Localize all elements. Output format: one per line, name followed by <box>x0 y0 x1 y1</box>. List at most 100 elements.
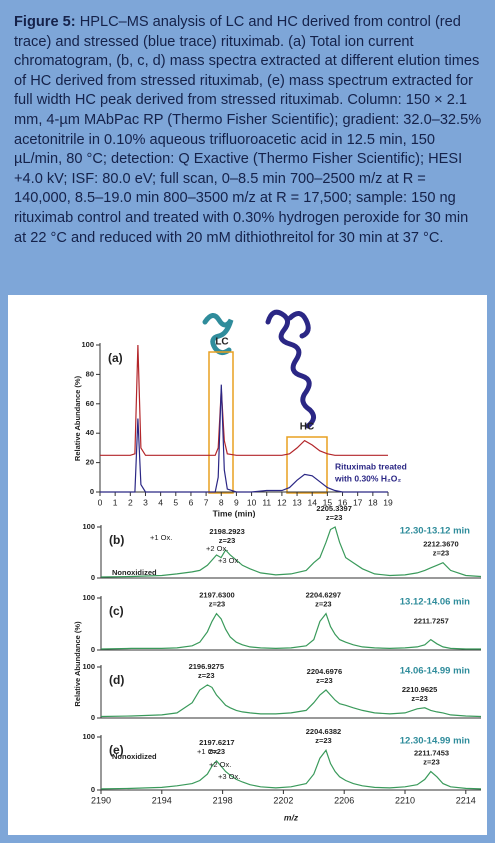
annotation: +3 Ox. <box>218 556 240 565</box>
y-tick-label: 0 <box>90 487 94 496</box>
annotation: HC <box>300 422 314 433</box>
peak-charge: z=23 <box>326 513 342 522</box>
peak-mz: 2198.2923 <box>209 527 244 536</box>
x-tick-label: 18 <box>368 497 378 507</box>
annotation: +2 Ox. <box>209 760 231 769</box>
x-tick-label: 11 <box>262 497 271 507</box>
trace <box>100 384 388 493</box>
peak-charge: z=23 <box>411 694 427 703</box>
lc-illustration <box>202 313 234 356</box>
peak-mz: 2196.9275 <box>189 662 224 671</box>
caption-label: Figure 5: <box>14 14 76 30</box>
annotation: Nonoxidized <box>112 752 157 761</box>
peak-mz: 2204.6297 <box>306 591 341 600</box>
peak-mz: 2211.7453 <box>414 748 449 757</box>
peak-charge: z=23 <box>219 536 235 545</box>
x-tick-label: 10 <box>247 497 257 507</box>
peak-mz: 2197.6217 <box>199 738 234 747</box>
peak-mz: 2197.6300 <box>199 591 234 600</box>
peak-charge: z=23 <box>198 671 214 680</box>
x-tick-label: 0 <box>98 497 103 507</box>
peak-charge: z=23 <box>315 600 331 609</box>
peak-charge: z=23 <box>316 676 332 685</box>
x-tick-label: 1 <box>113 497 118 507</box>
hc-illustration <box>265 309 316 429</box>
y-tick-label: 0 <box>91 785 95 794</box>
caption-text: HPLC–MS analysis of LC and HC derived fr… <box>14 14 482 246</box>
caption: Figure 5: HPLC–MS analysis of LC and HC … <box>14 13 484 248</box>
peak-charge: z=23 <box>433 549 449 558</box>
x-tick-label: 2 <box>128 497 133 507</box>
x-tick-label: 9 <box>234 497 239 507</box>
trace <box>100 344 388 456</box>
x-tick-label: 14 <box>307 497 317 507</box>
peak-mz: 2212.3670 <box>423 540 458 549</box>
time-range: 13.12-14.06 min <box>400 597 470 608</box>
x-tick-label: 2202 <box>273 795 293 805</box>
peak-mz: 2204.6382 <box>306 727 341 736</box>
trace <box>100 526 482 578</box>
x-tick-label: 19 <box>383 497 393 507</box>
time-range: 12.30-13.12 min <box>400 526 470 537</box>
x-tick-label: 2206 <box>334 795 354 805</box>
x-tick-label: 4 <box>158 497 163 507</box>
annotation: +2 Ox. <box>206 544 228 553</box>
trace <box>100 684 482 718</box>
y-axis-label: Relative Abundance (%) <box>73 621 82 707</box>
x-axis-label: Time (min) <box>213 508 256 518</box>
x-tick-label: 2214 <box>456 795 476 805</box>
x-tick-label: 6 <box>189 497 194 507</box>
hc-illustration <box>287 311 311 339</box>
annotation: with 0.30% H₂O₂ <box>334 473 401 483</box>
y-tick-label: 100 <box>82 593 95 602</box>
y-tick-label: 60 <box>86 399 94 408</box>
x-tick-label: 3 <box>143 497 148 507</box>
hc-highlight <box>286 436 328 494</box>
x-axis-label: m/z <box>284 812 299 822</box>
figure-panel <box>8 295 487 835</box>
x-tick-label: 13 <box>292 497 302 507</box>
time-range: 12.30-14.99 min <box>400 736 470 747</box>
y-axis-label: Relative Abundance (%) <box>73 375 82 461</box>
peak-mz: 2210.9625 <box>402 685 437 694</box>
trace <box>100 749 482 790</box>
panel-label: (d) <box>109 673 124 687</box>
x-tick-label: 2190 <box>91 795 111 805</box>
panel-label: (c) <box>109 604 124 618</box>
x-tick-label: 7 <box>204 497 209 507</box>
y-tick-label: 100 <box>82 522 95 531</box>
annotation: Rituximab treated <box>335 461 407 471</box>
y-tick-label: 100 <box>82 662 95 671</box>
annotation: LC <box>215 337 228 348</box>
x-tick-label: 2198 <box>213 795 233 805</box>
x-tick-label: 15 <box>323 497 333 507</box>
annotation: Nonoxidized <box>112 568 157 577</box>
peak-mz: 2205.3397 <box>316 504 351 513</box>
y-tick-label: 20 <box>86 458 94 467</box>
x-tick-label: 16 <box>338 497 348 507</box>
annotation: +1 Ox. <box>197 747 219 756</box>
annotation: +3 Ox. <box>218 772 240 781</box>
y-tick-label: 100 <box>81 340 94 349</box>
x-tick-label: 2210 <box>395 795 415 805</box>
peak-mz: 2211.7257 <box>414 617 449 626</box>
y-tick-label: 40 <box>86 428 94 437</box>
panel-label: (b) <box>109 533 124 547</box>
x-tick-label: 8 <box>219 497 224 507</box>
y-tick-label: 0 <box>91 645 95 654</box>
peak-charge: z=23 <box>209 600 225 609</box>
x-tick-label: 2194 <box>152 795 172 805</box>
peak-charge: z=23 <box>315 736 331 745</box>
time-range: 14.06-14.99 min <box>400 666 470 677</box>
x-tick-label: 5 <box>173 497 178 507</box>
trace <box>100 612 481 650</box>
y-tick-label: 80 <box>86 369 94 378</box>
annotation: +1 Ox. <box>150 533 172 542</box>
y-tick-label: 100 <box>82 732 95 741</box>
peak-mz: 2204.6976 <box>307 667 342 676</box>
y-tick-label: 0 <box>91 713 95 722</box>
x-tick-label: 17 <box>353 497 363 507</box>
y-tick-label: 0 <box>91 573 95 582</box>
